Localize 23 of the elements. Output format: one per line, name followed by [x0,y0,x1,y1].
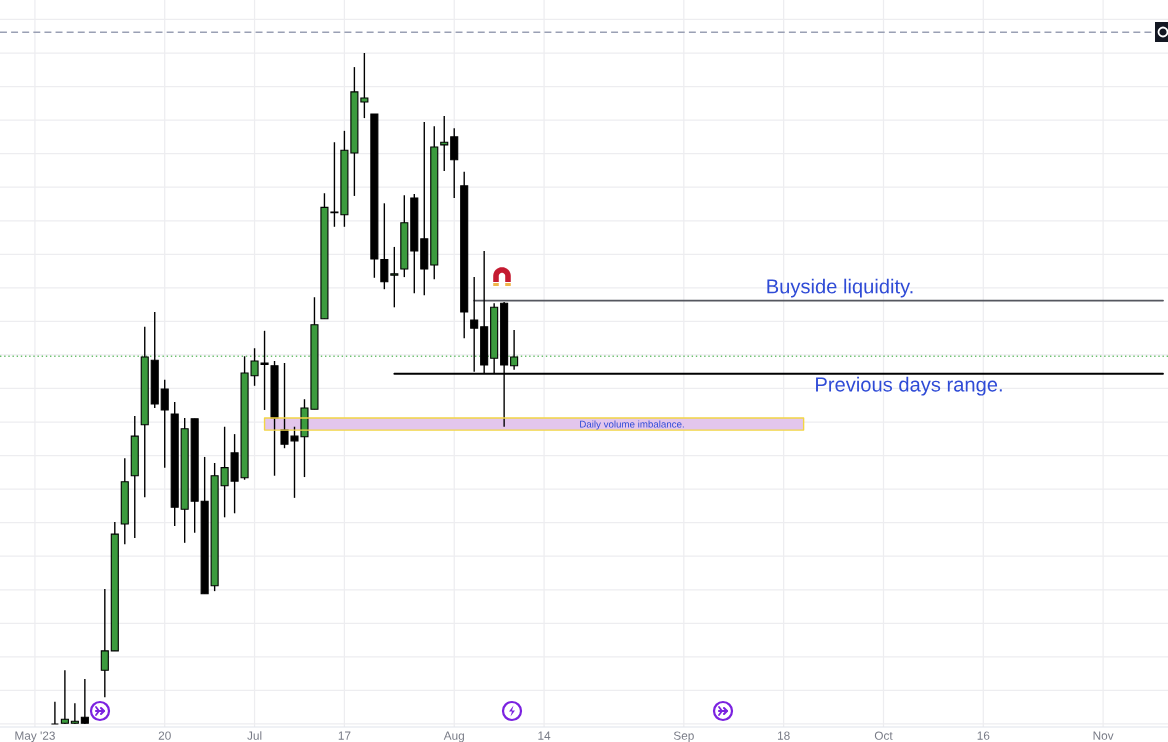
x-tick-label: 16 [977,731,990,740]
x-tick-label: 17 [338,731,351,740]
candlestick [100,588,109,698]
x-tick-label: 18 [777,731,790,740]
x-tick-label: Aug [443,731,464,742]
annotation: Daily volume imbalance. [580,420,684,430]
candlestick [450,127,459,199]
candlestick [70,702,79,725]
candlestick [160,379,169,469]
x-tick-label: Nov [1093,731,1114,740]
series-label: Buyside liquidity. [767,278,913,298]
candlestick [80,678,89,725]
x-tick-label: Oct [874,731,893,740]
candlestick [440,115,449,172]
candlestick [390,246,399,309]
candlestick [60,669,69,725]
x-tick-label: Jul [247,731,262,740]
series-label: Previous days range. [816,376,1002,396]
x-tick-label: 14 [538,731,551,740]
candlestick [510,329,519,371]
x-tick-label: Sep [673,731,694,742]
x-tick-label: 20 [158,731,171,740]
x-tick-label: May '23 [15,731,55,742]
